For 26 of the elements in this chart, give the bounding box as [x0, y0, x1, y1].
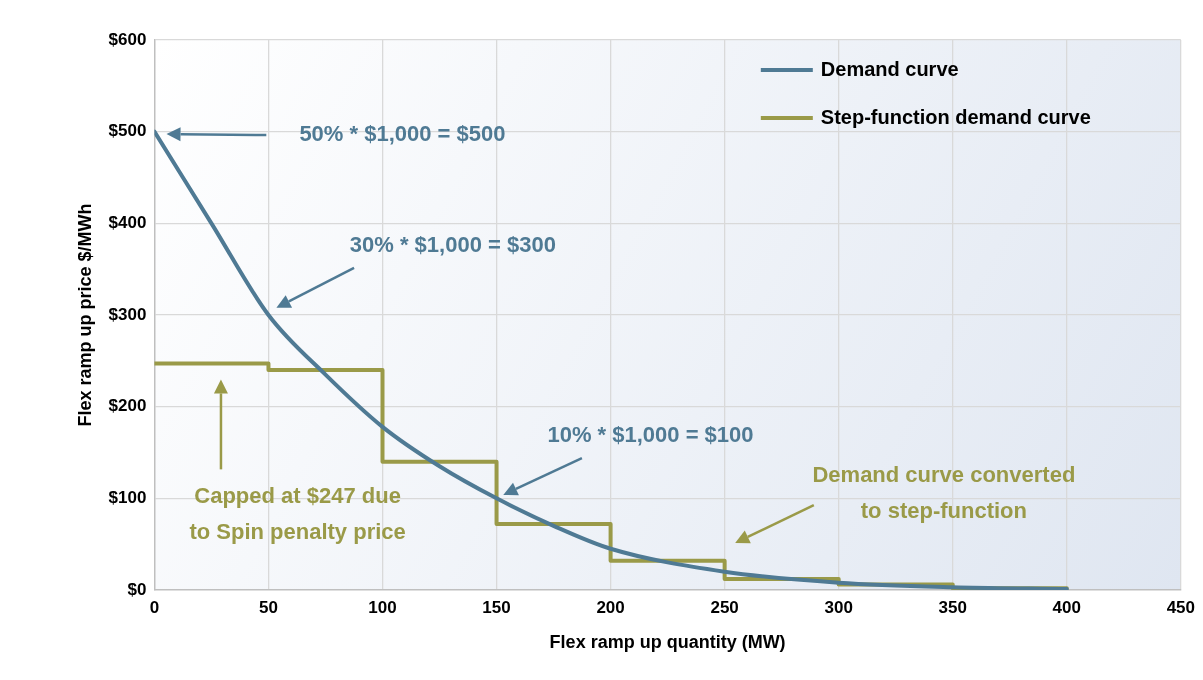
y-tick-label: $100 — [108, 488, 147, 508]
x-tick-label: 450 — [1166, 597, 1196, 617]
y-tick-label: $400 — [108, 213, 147, 233]
legend-label: Demand curve — [820, 57, 959, 80]
y-axis-title: Flex ramp up price $/MWh — [74, 203, 95, 427]
x-tick-label: 100 — [368, 597, 397, 617]
y-tick-label: $0 — [127, 579, 147, 599]
x-axis-title: Flex ramp up quantity (MW) — [549, 632, 786, 653]
legend-label: Step-function demand curve — [820, 105, 1091, 128]
y-tick-label: $500 — [108, 121, 147, 141]
x-tick-label: 150 — [482, 597, 511, 617]
x-tick-label: 250 — [710, 597, 739, 617]
annotation: 30% * $1,000 = $300 — [349, 231, 556, 257]
y-tick-label: $300 — [108, 304, 147, 324]
annotation: 10% * $1,000 = $100 — [547, 421, 754, 447]
annotation: Demand curve converted to step-function — [812, 461, 1076, 523]
y-tick-label: $600 — [108, 29, 147, 49]
annotation: Capped at $247 due to Spin penalty price — [189, 483, 406, 545]
x-tick-label: 200 — [596, 597, 625, 617]
x-tick-label: 50 — [259, 597, 278, 617]
x-tick-label: 300 — [824, 597, 853, 617]
x-tick-label: 400 — [1052, 597, 1081, 617]
y-tick-label: $200 — [108, 396, 147, 416]
x-tick-label: 350 — [938, 597, 967, 617]
x-tick-label: 0 — [149, 597, 160, 617]
annotation: 50% * $1,000 = $500 — [299, 121, 506, 147]
